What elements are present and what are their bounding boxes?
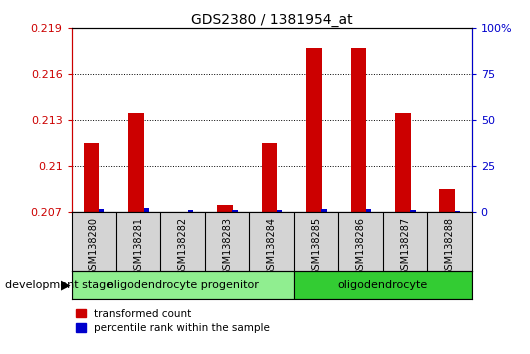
Bar <box>262 143 277 212</box>
Text: ▶: ▶ <box>61 279 70 291</box>
Bar <box>277 210 282 212</box>
Bar <box>350 48 366 212</box>
Text: development stage: development stage <box>5 280 113 290</box>
Bar <box>99 209 104 212</box>
Text: oligodendrocyte: oligodendrocyte <box>338 280 428 290</box>
Text: oligodendrocyte progenitor: oligodendrocyte progenitor <box>107 280 259 290</box>
Text: GSM138286: GSM138286 <box>356 217 366 276</box>
Text: GSM138285: GSM138285 <box>311 217 321 276</box>
Text: GSM138281: GSM138281 <box>133 217 143 276</box>
Text: GSM138288: GSM138288 <box>445 217 454 276</box>
Bar <box>395 113 411 212</box>
Bar <box>410 210 416 212</box>
Text: GSM138280: GSM138280 <box>89 217 99 276</box>
Bar <box>72 271 294 299</box>
Text: GSM138283: GSM138283 <box>222 217 232 276</box>
Text: GSM138284: GSM138284 <box>267 217 277 276</box>
Bar <box>321 209 327 212</box>
Bar <box>84 143 99 212</box>
Bar <box>217 205 233 212</box>
Bar <box>306 48 322 212</box>
Bar <box>455 211 460 212</box>
Bar <box>439 189 455 212</box>
Legend: transformed count, percentile rank within the sample: transformed count, percentile rank withi… <box>72 304 275 337</box>
Text: GSM138282: GSM138282 <box>178 217 188 276</box>
Bar <box>233 210 238 212</box>
Bar <box>144 208 149 212</box>
Bar <box>188 210 193 212</box>
Bar <box>366 209 371 212</box>
Bar <box>128 113 144 212</box>
Title: GDS2380 / 1381954_at: GDS2380 / 1381954_at <box>191 13 352 27</box>
Text: GSM138287: GSM138287 <box>400 217 410 276</box>
Bar <box>294 271 472 299</box>
